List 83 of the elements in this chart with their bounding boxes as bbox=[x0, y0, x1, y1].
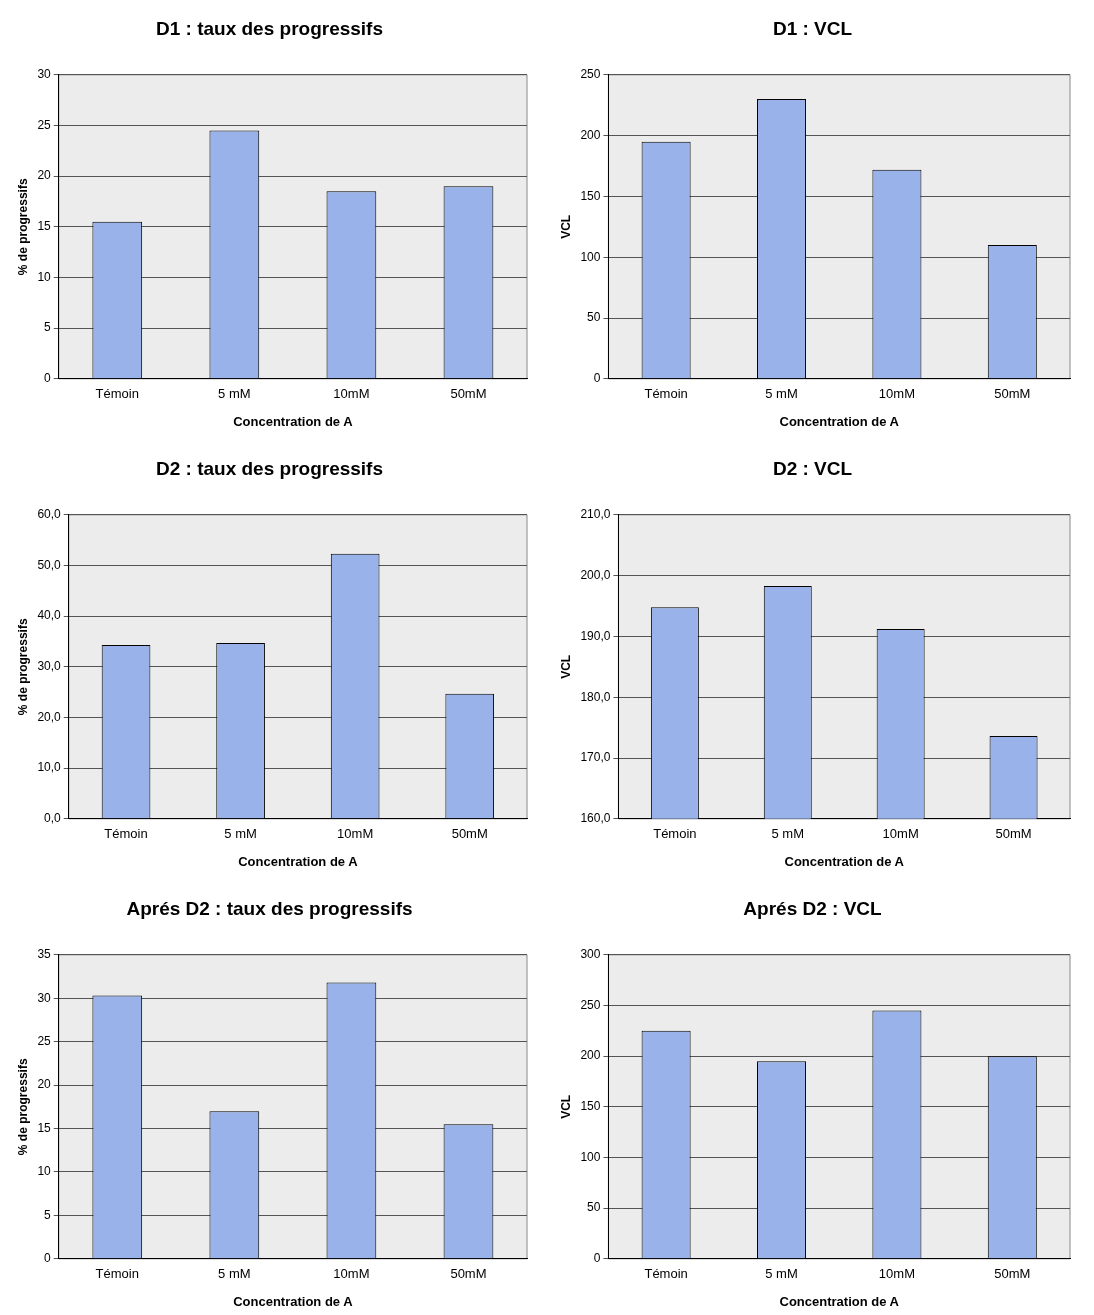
chart-title: D1 : taux des progressifs bbox=[155, 17, 384, 39]
y-tick-label: 100 bbox=[580, 249, 601, 264]
x-tick-label: 5 mM bbox=[771, 826, 805, 842]
x-tick-label: 10mM bbox=[878, 386, 915, 402]
y-tick-label: 10 bbox=[37, 1164, 52, 1179]
y-tick-label: 100 bbox=[580, 1149, 601, 1164]
y-tick-label: 30,0 bbox=[37, 659, 62, 674]
x-tick-label: 5 mM bbox=[224, 826, 257, 842]
x-tick-label: 50mM bbox=[994, 1266, 1031, 1282]
y-axis-title: % de progressifs bbox=[15, 618, 30, 716]
x-tick-label: 5 mM bbox=[218, 1266, 251, 1282]
y-tick-label: 0,0 bbox=[44, 811, 62, 826]
y-axis-title: % de progressifs bbox=[15, 1058, 30, 1156]
chart-title: Aprés D2 : taux des progressifs bbox=[126, 897, 413, 919]
y-tick-label: 0 bbox=[44, 1251, 52, 1266]
x-tick-label: 10mM bbox=[337, 826, 374, 842]
x-tick-label: 10mM bbox=[878, 1266, 915, 1282]
y-tick-label: 60,0 bbox=[37, 507, 62, 522]
x-tick-label: 50mM bbox=[994, 386, 1031, 402]
y-tick-label: 0 bbox=[44, 371, 52, 386]
y-tick-label: 40,0 bbox=[37, 608, 62, 623]
x-tick-label: Témoin bbox=[104, 826, 148, 842]
y-tick-label: 200 bbox=[580, 127, 601, 142]
x-axis-title: Concentration de A bbox=[779, 1293, 900, 1309]
chart-title: D2 : VCL bbox=[772, 457, 853, 479]
y-tick-label: 20,0 bbox=[37, 709, 62, 724]
x-tick-label: 10mM bbox=[333, 386, 370, 402]
y-tick-label: 160,0 bbox=[580, 811, 611, 826]
x-tick-label: 50mM bbox=[450, 386, 487, 402]
y-tick-label: 180,0 bbox=[580, 689, 611, 704]
y-tick-label: 5 bbox=[44, 1207, 52, 1222]
x-tick-label: 50mM bbox=[450, 1266, 487, 1282]
y-tick-label: 30 bbox=[37, 67, 52, 82]
y-tick-label: 170,0 bbox=[580, 750, 611, 765]
y-tick-label: 15 bbox=[37, 219, 52, 234]
y-tick-label: 0 bbox=[593, 371, 601, 386]
y-tick-label: 50 bbox=[587, 1200, 601, 1215]
y-tick-label: 300 bbox=[580, 947, 601, 962]
y-tick-label: 50 bbox=[587, 310, 601, 325]
y-tick-label: 10 bbox=[37, 269, 52, 284]
x-tick-label: 10mM bbox=[882, 826, 919, 842]
x-tick-label: 10mM bbox=[333, 1266, 370, 1282]
y-axis-title: VCL bbox=[558, 654, 573, 679]
y-tick-label: 25 bbox=[37, 117, 52, 132]
y-axis-title: VCL bbox=[558, 214, 573, 239]
x-tick-label: Témoin bbox=[95, 386, 139, 402]
y-tick-label: 250 bbox=[580, 67, 601, 82]
x-tick-label: Témoin bbox=[653, 826, 697, 842]
chart-title: D2 : taux des progressifs bbox=[155, 457, 384, 479]
chart-title: Aprés D2 : VCL bbox=[743, 897, 883, 919]
y-tick-label: 150 bbox=[580, 188, 601, 203]
x-tick-label: Témoin bbox=[644, 1266, 688, 1282]
y-axis-title: VCL bbox=[558, 1094, 573, 1119]
y-axis-title: % de progressifs bbox=[15, 178, 30, 276]
y-tick-label: 15 bbox=[37, 1120, 52, 1135]
chart-title: D1 : VCL bbox=[772, 17, 853, 39]
y-tick-label: 20 bbox=[37, 168, 52, 183]
x-tick-label: Témoin bbox=[95, 1266, 139, 1282]
y-tick-label: 200,0 bbox=[580, 567, 611, 582]
x-tick-label: 50mM bbox=[451, 826, 488, 842]
x-tick-label: 5 mM bbox=[765, 1266, 798, 1282]
y-tick-label: 0 bbox=[593, 1251, 601, 1266]
y-tick-label: 25 bbox=[37, 1033, 52, 1048]
x-axis-title: Concentration de A bbox=[784, 853, 905, 869]
y-tick-label: 150 bbox=[580, 1099, 601, 1114]
y-tick-label: 200 bbox=[580, 1048, 601, 1063]
y-tick-label: 30 bbox=[37, 990, 52, 1005]
x-tick-label: 5 mM bbox=[765, 386, 798, 402]
x-tick-label: Témoin bbox=[644, 386, 688, 402]
y-tick-label: 5 bbox=[44, 320, 52, 335]
y-tick-label: 10,0 bbox=[37, 760, 62, 775]
y-tick-label: 20 bbox=[37, 1077, 52, 1092]
y-tick-label: 190,0 bbox=[580, 628, 611, 643]
x-axis-title: Concentration de A bbox=[233, 413, 354, 429]
x-axis-title: Concentration de A bbox=[233, 1293, 354, 1309]
y-tick-label: 50,0 bbox=[37, 557, 62, 572]
y-tick-label: 35 bbox=[37, 947, 52, 962]
y-tick-label: 210,0 bbox=[580, 507, 611, 522]
y-tick-label: 250 bbox=[580, 997, 601, 1012]
x-axis-title: Concentration de A bbox=[238, 853, 359, 869]
x-tick-label: 50mM bbox=[995, 826, 1032, 842]
x-tick-label: 5 mM bbox=[218, 386, 251, 402]
x-axis-title: Concentration de A bbox=[779, 413, 900, 429]
